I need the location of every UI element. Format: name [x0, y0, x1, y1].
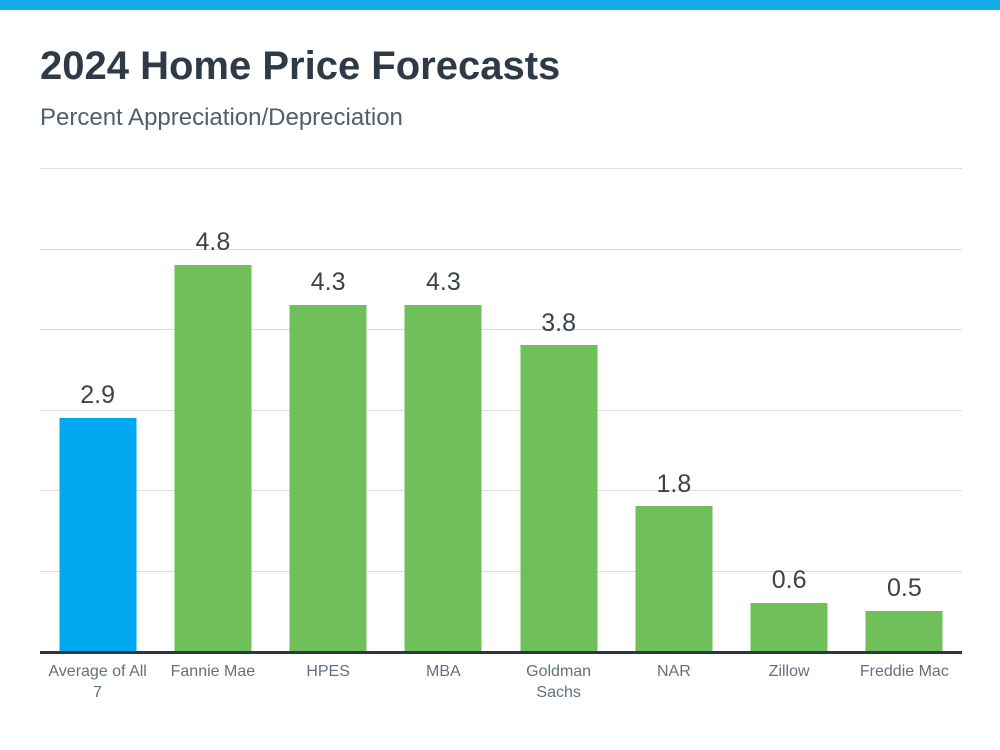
- bar-value-label-hpes: 4.3: [310, 268, 346, 297]
- bar-value-label-freddie-mac: 0.5: [886, 574, 922, 603]
- bar-slot-nar: 1.8: [616, 168, 731, 651]
- gridline-y-3: [40, 409, 962, 411]
- category-label-nar: NAR: [656, 663, 691, 680]
- gridline-y-4: [40, 329, 962, 330]
- category-label-freddie-mac: Freddie Mac: [859, 663, 949, 680]
- gridline-y-2: [40, 490, 962, 491]
- x-axis-line: [40, 651, 962, 654]
- bar-value-label-zillow: 0.6: [771, 566, 807, 595]
- bar-value-label-goldman-sachs: 3.8: [541, 308, 576, 337]
- category-label-goldman-sachs: Goldman Sachs: [526, 663, 592, 701]
- bar-average-of-all-7: [59, 417, 137, 651]
- bar-slot-hpes: 4.3: [271, 168, 386, 651]
- bar-hpes: [289, 304, 367, 651]
- category-label-average-of-all-7: Average of All 7: [48, 663, 147, 701]
- bar-slot-goldman-sachs: 3.8: [501, 168, 616, 651]
- bar-chart-plot: 2.9 4.8 4.3 4.3 3.8 1.8 0.6 0.5: [40, 168, 962, 651]
- bar-slot-mba: 4.3: [386, 168, 501, 651]
- bar-nar: [635, 506, 713, 651]
- page-subtitle: Percent Appreciation/Depreciation: [40, 104, 403, 131]
- category-labels-row: Average of All 7 Fannie Mae HPES MBA Goldman…: [40, 662, 962, 704]
- bar-value-label-nar: 1.8: [656, 469, 692, 498]
- category-label-hpes: HPES: [306, 663, 350, 680]
- category-label-mba: MBA: [426, 663, 461, 680]
- gridline-y-1: [40, 570, 962, 572]
- bar-value-label-average-of-all-7: 2.9: [80, 381, 115, 410]
- bar-mba: [404, 304, 482, 651]
- bar-freddie-mac: [865, 610, 943, 651]
- bar-zillow: [750, 602, 828, 651]
- category-label-fannie-mae: Fannie Mae: [170, 663, 256, 680]
- bar-value-label-fannie-mae: 4.8: [195, 228, 231, 257]
- bar-goldman-sachs: [520, 345, 598, 651]
- bar-slot-fannie-mae: 4.8: [155, 168, 270, 651]
- page-title: 2024 Home Price Forecasts: [40, 44, 561, 88]
- bar-slot-freddie-mac: 0.5: [847, 168, 962, 651]
- category-label-zillow: Zillow: [768, 663, 810, 680]
- gridline-y-6: [40, 168, 962, 169]
- brand-accent-bar: [0, 0, 1000, 10]
- bars-container: 2.9 4.8 4.3 4.3 3.8 1.8 0.6 0.5: [40, 168, 962, 651]
- bar-slot-average-of-all-7: 2.9: [40, 168, 155, 651]
- bar-value-label-mba: 4.3: [425, 268, 461, 297]
- bar-fannie-mae: [174, 264, 252, 651]
- gridline-y-5: [40, 248, 962, 250]
- bar-slot-zillow: 0.6: [732, 168, 847, 651]
